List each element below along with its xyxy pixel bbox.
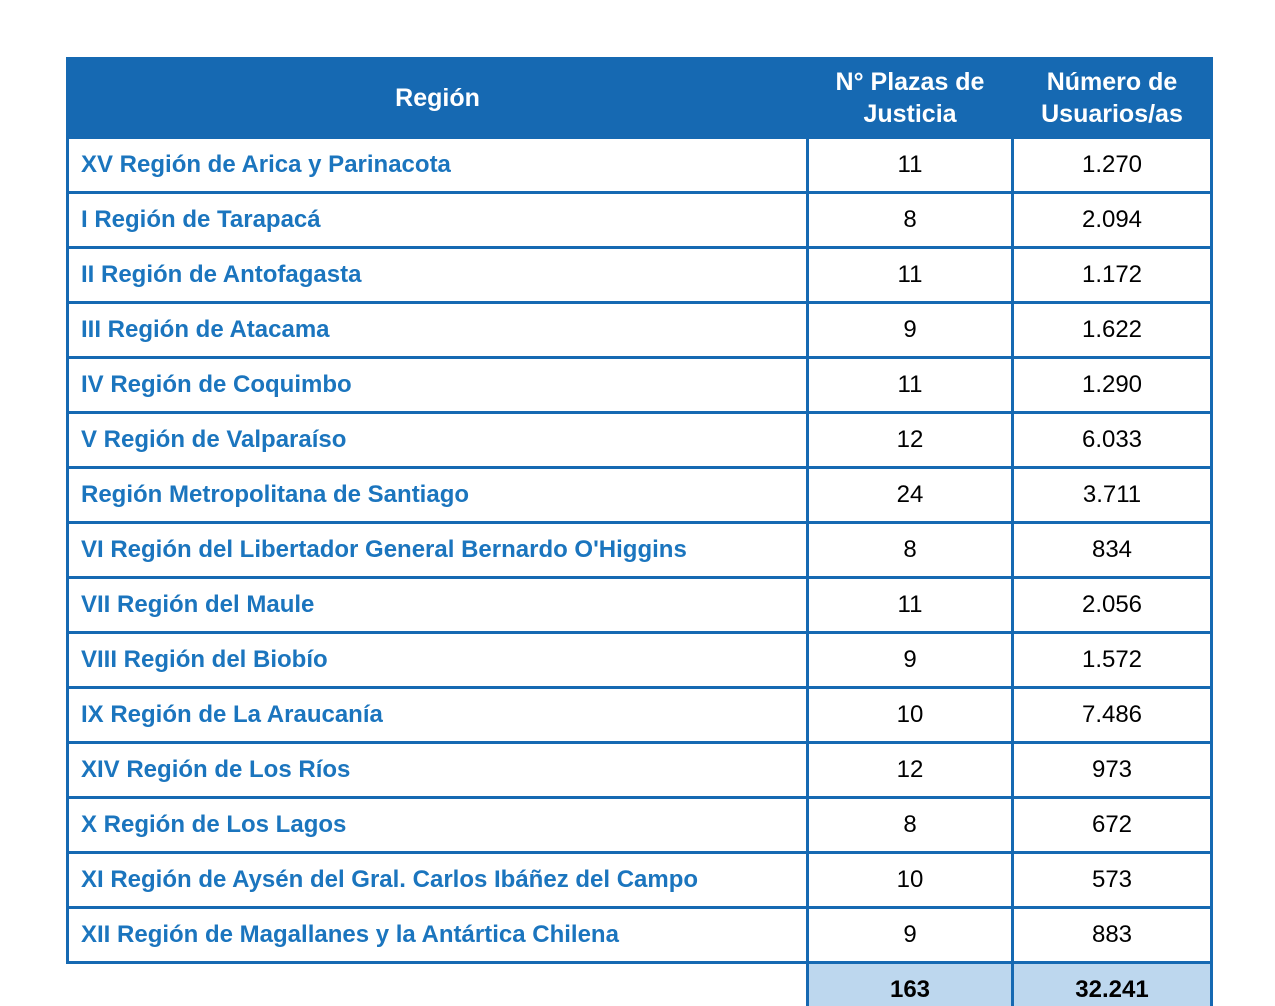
plazas-value: 11 <box>806 576 1014 634</box>
usuarios-value: 834 <box>1011 521 1213 579</box>
usuarios-value: 6.033 <box>1011 411 1213 469</box>
usuarios-value: 1.270 <box>1011 136 1213 194</box>
plazas-value: 8 <box>806 796 1014 854</box>
usuarios-value: 1.622 <box>1011 301 1213 359</box>
usuarios-value: 973 <box>1011 741 1213 799</box>
table-row: VIII Región del Biobío 9 1.572 <box>66 631 1213 689</box>
region-name: III Región de Atacama <box>66 301 809 359</box>
usuarios-value: 2.094 <box>1011 191 1213 249</box>
usuarios-value: 2.056 <box>1011 576 1213 634</box>
region-name: VII Región del Maule <box>66 576 809 634</box>
table-header: Región N° Plazas de Justicia Número de U… <box>66 57 1213 139</box>
plazas-value: 9 <box>806 631 1014 689</box>
table-row: Región Metropolitana de Santiago 24 3.71… <box>66 466 1213 524</box>
column-header-region: Región <box>66 57 809 139</box>
region-name: XI Región de Aysén del Gral. Carlos Ibáñ… <box>66 851 809 909</box>
usuarios-value: 1.172 <box>1011 246 1213 304</box>
plazas-value: 9 <box>806 301 1014 359</box>
region-name: XIV Región de Los Ríos <box>66 741 809 799</box>
usuarios-value: 1.572 <box>1011 631 1213 689</box>
usuarios-value: 3.711 <box>1011 466 1213 524</box>
table-row: I Región de Tarapacá 8 2.094 <box>66 191 1213 249</box>
table-row: II Región de Antofagasta 11 1.172 <box>66 246 1213 304</box>
table-row: X Región de Los Lagos 8 672 <box>66 796 1213 854</box>
column-header-plazas: N° Plazas de Justicia <box>806 57 1014 139</box>
table-row: XV Región de Arica y Parinacota 11 1.270 <box>66 136 1213 194</box>
plazas-value: 10 <box>806 686 1014 744</box>
region-name: XII Región de Magallanes y la Antártica … <box>66 906 809 964</box>
usuarios-value: 1.290 <box>1011 356 1213 414</box>
plazas-value: 11 <box>806 136 1014 194</box>
table-row: IX Región de La Araucanía 10 7.486 <box>66 686 1213 744</box>
region-name: II Región de Antofagasta <box>66 246 809 304</box>
region-name: VIII Región del Biobío <box>66 631 809 689</box>
usuarios-value: 573 <box>1011 851 1213 909</box>
plazas-value: 8 <box>806 521 1014 579</box>
region-name: XV Región de Arica y Parinacota <box>66 136 809 194</box>
region-name: V Región de Valparaíso <box>66 411 809 469</box>
region-name: I Región de Tarapacá <box>66 191 809 249</box>
table-row: V Región de Valparaíso 12 6.033 <box>66 411 1213 469</box>
plazas-value: 10 <box>806 851 1014 909</box>
plazas-value: 12 <box>806 741 1014 799</box>
region-name: X Región de Los Lagos <box>66 796 809 854</box>
usuarios-value: 883 <box>1011 906 1213 964</box>
region-name: VI Región del Libertador General Bernard… <box>66 521 809 579</box>
plazas-value: 11 <box>806 356 1014 414</box>
total-plazas-value: 163 <box>806 961 1014 1006</box>
region-name: IX Región de La Araucanía <box>66 686 809 744</box>
usuarios-value: 672 <box>1011 796 1213 854</box>
table-row: XI Región de Aysén del Gral. Carlos Ibáñ… <box>66 851 1213 909</box>
table-row: XIV Región de Los Ríos 12 973 <box>66 741 1213 799</box>
table-row: XII Región de Magallanes y la Antártica … <box>66 906 1213 964</box>
column-header-usuarios: Número de Usuarios/as <box>1011 57 1213 139</box>
total-row: 163 32.241 <box>68 961 1213 1006</box>
usuarios-value: 7.486 <box>1011 686 1213 744</box>
total-row-spacer <box>68 963 808 1006</box>
table-row: III Región de Atacama 9 1.622 <box>66 301 1213 359</box>
plazas-value: 11 <box>806 246 1014 304</box>
plazas-value: 8 <box>806 191 1014 249</box>
header-row: Región N° Plazas de Justicia Número de U… <box>66 57 1213 139</box>
table-row: IV Región de Coquimbo 11 1.290 <box>66 356 1213 414</box>
table-row: VII Región del Maule 11 2.056 <box>66 576 1213 634</box>
plazas-value: 24 <box>806 466 1014 524</box>
region-name: Región Metropolitana de Santiago <box>66 466 809 524</box>
regions-table: Región N° Plazas de Justicia Número de U… <box>66 57 1213 1006</box>
plazas-value: 9 <box>806 906 1014 964</box>
plazas-value: 12 <box>806 411 1014 469</box>
region-name: IV Región de Coquimbo <box>66 356 809 414</box>
table-row: VI Región del Libertador General Bernard… <box>66 521 1213 579</box>
total-usuarios-value: 32.241 <box>1011 961 1213 1006</box>
